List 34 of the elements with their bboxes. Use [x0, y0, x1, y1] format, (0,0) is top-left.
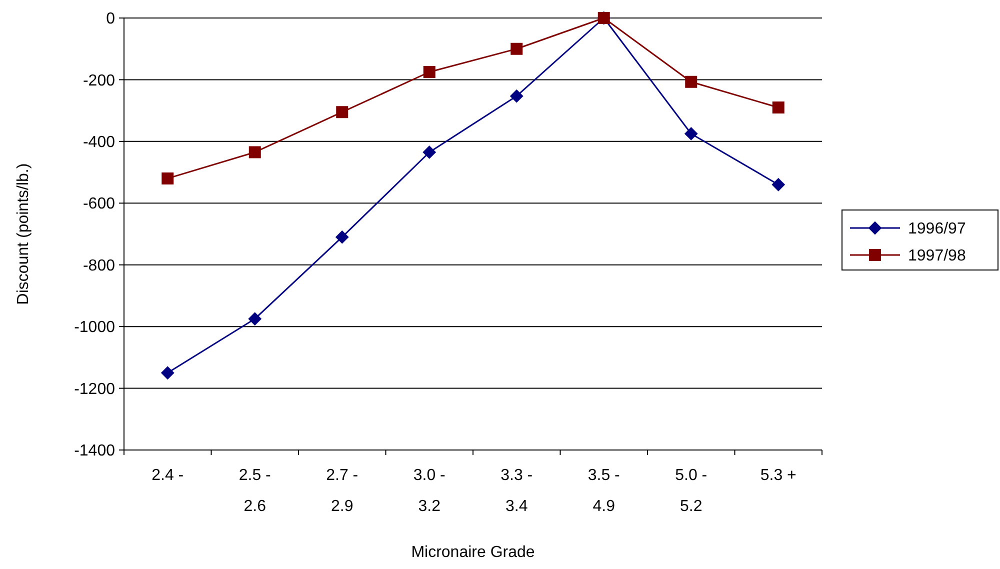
point: [248, 312, 262, 326]
point: [510, 90, 524, 103]
point: [685, 76, 698, 88]
point: [510, 42, 523, 55]
x-axis-title: Micronaire Grade: [411, 544, 535, 561]
x-tick-label: 2.7 - 2.9: [326, 467, 358, 515]
point: [336, 230, 349, 244]
legend-label: 1996/97: [908, 220, 966, 238]
y-tick-label: 0: [106, 10, 116, 28]
x-tick-label: 2.5 - 2.6: [238, 467, 271, 515]
point: [422, 146, 436, 159]
x-tick-label: 3.5 - 4.9: [588, 467, 620, 515]
y-tick-label: -400: [82, 134, 116, 152]
y-tick-label: -1000: [74, 319, 116, 336]
y-tick-label: -1200: [74, 380, 116, 398]
x-tick-label: 2.4 -: [152, 467, 184, 484]
point: [161, 366, 174, 380]
point: [684, 127, 698, 140]
x-tick-label: 3.0 - 3.2: [413, 467, 446, 515]
y-tick-label: -800: [82, 257, 116, 274]
y-tick-label: -600: [82, 196, 116, 213]
point: [162, 172, 174, 184]
legend-label: 1997/98: [908, 248, 966, 265]
x-tick-label: 5.3 +: [760, 467, 796, 484]
point: [336, 106, 348, 118]
y-axis-title: Discount (points/lb.): [15, 163, 32, 305]
y-tick-label: -200: [82, 72, 116, 90]
point: [772, 178, 785, 192]
point: [772, 101, 784, 114]
point: [423, 66, 436, 78]
x-tick-label: 3.3 - 3.4: [500, 467, 533, 515]
x-tick-label: 5.0 - 5.2: [675, 467, 708, 515]
point: [248, 146, 261, 158]
y-tick-label: -1400: [74, 442, 116, 460]
